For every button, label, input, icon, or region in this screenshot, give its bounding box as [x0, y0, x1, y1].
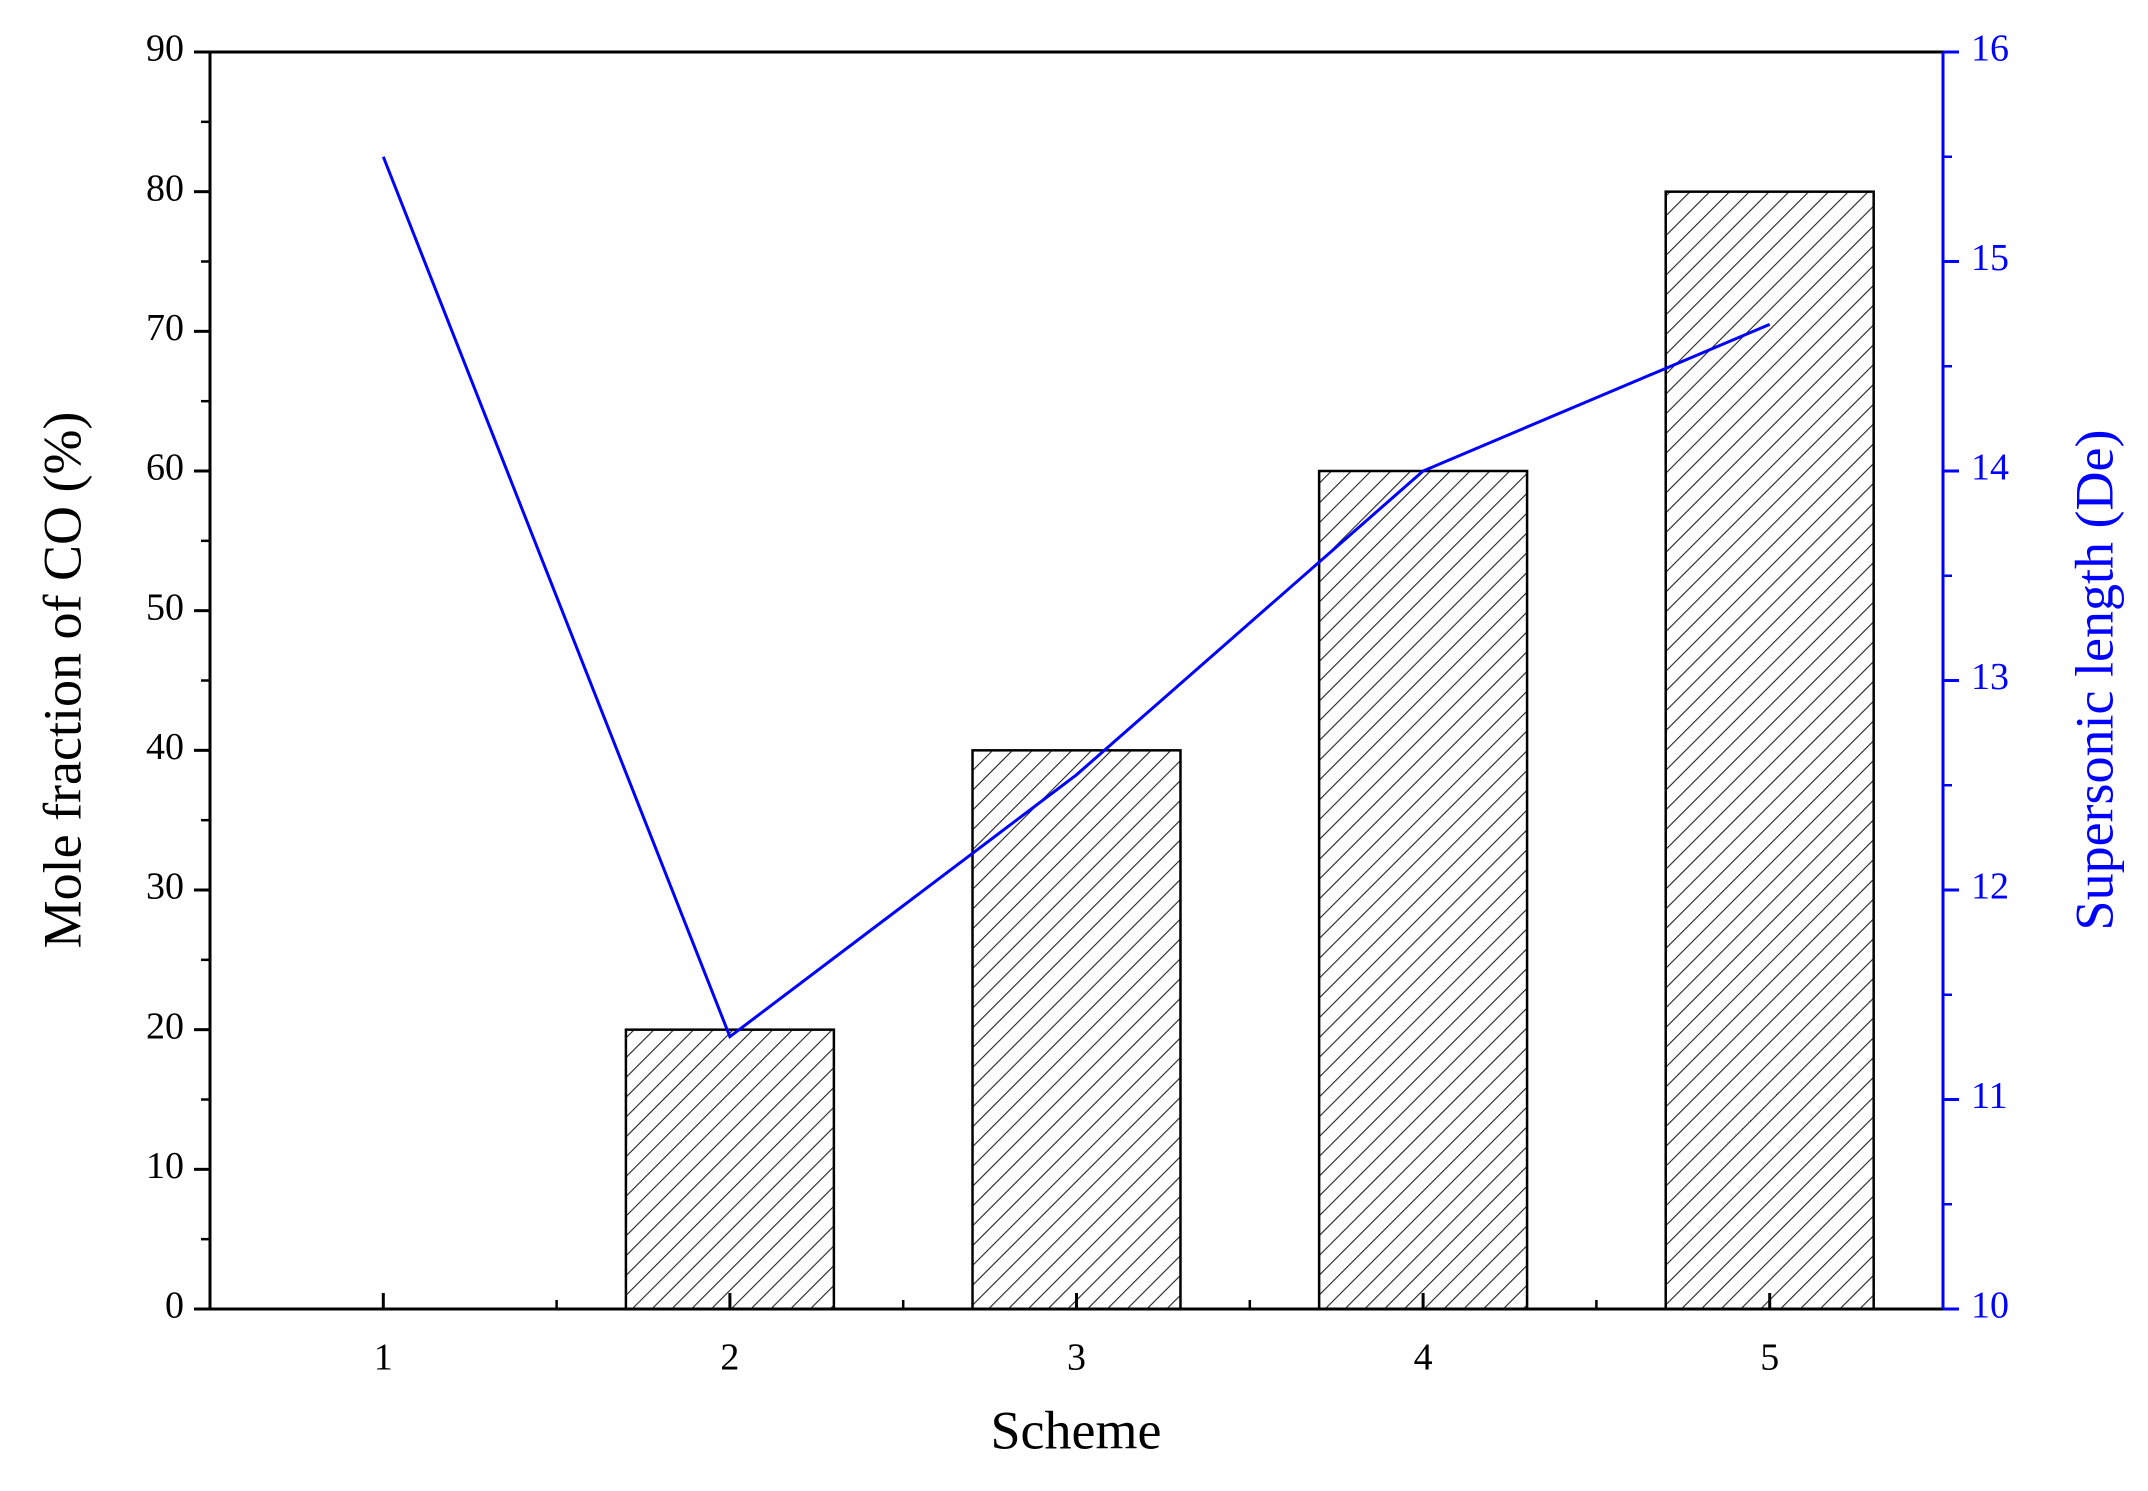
- y-tick-label: 60: [146, 447, 184, 489]
- bar: [1317, 469, 1529, 1311]
- y2-tick-label: 12: [1971, 866, 2009, 908]
- y-tick-label: 40: [146, 726, 184, 768]
- y-tick-label: 90: [146, 28, 184, 70]
- y-tick-label: 0: [165, 1285, 184, 1327]
- y-axis-title: Mole fraction of CO (%): [32, 412, 92, 949]
- y-tick-label: 70: [146, 307, 184, 349]
- x-axis-title: Scheme: [991, 1400, 1162, 1460]
- x-tick-label: 1: [374, 1337, 393, 1379]
- x-tick-label: 2: [720, 1337, 739, 1379]
- y2-tick-label: 10: [1971, 1285, 2009, 1327]
- x-tick-label: 3: [1067, 1337, 1086, 1379]
- y2-tick-label: 13: [1971, 656, 2009, 698]
- line: [381, 156, 1771, 1040]
- x-tick-label: 5: [1760, 1337, 1779, 1379]
- y2-tick-label: 14: [1971, 447, 2009, 489]
- y2-tick-label: 11: [1971, 1075, 2008, 1117]
- y-tick-label: 20: [146, 1005, 184, 1047]
- bar: [624, 1028, 836, 1311]
- bar: [971, 749, 1182, 1311]
- y-tick-label: 30: [146, 866, 184, 908]
- x-tick-label: 4: [1414, 1337, 1433, 1379]
- y-tick-label: 80: [146, 167, 184, 209]
- bar: [1664, 190, 1875, 1311]
- y2-axis-title: Supersonic length (De): [2064, 430, 2124, 931]
- y2-tick-label: 16: [1971, 28, 2009, 70]
- y-tick-label: 10: [146, 1145, 184, 1187]
- y-tick-label: 50: [146, 586, 184, 628]
- y2-tick-label: 15: [1971, 237, 2009, 279]
